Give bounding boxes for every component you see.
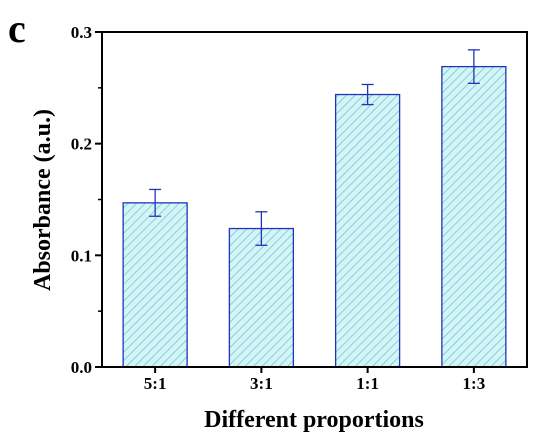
y-tick-label: 0.1 bbox=[71, 246, 92, 265]
y-tick-label: 0.0 bbox=[71, 358, 92, 377]
x-tick-label: 1:1 bbox=[356, 374, 379, 393]
panel-label: c bbox=[8, 6, 26, 51]
bars-group bbox=[122, 65, 507, 368]
x-axis-title: Different proportions bbox=[204, 407, 424, 433]
x-tick-label: 5:1 bbox=[144, 374, 167, 393]
x-tick-label: 1:3 bbox=[463, 374, 486, 393]
x-axis-ticks: 5:1 3:1 1:1 1:3 bbox=[144, 367, 485, 393]
x-tick-label: 3:1 bbox=[250, 374, 273, 393]
y-axis-ticks: 0.0 0.1 0.2 0.3 bbox=[71, 23, 102, 377]
error-bars-group bbox=[149, 49, 480, 246]
bar-5-1 bbox=[122, 202, 188, 368]
y-tick-label: 0.3 bbox=[71, 23, 92, 42]
y-tick-label: 0.2 bbox=[71, 135, 92, 154]
bar-1-1 bbox=[334, 93, 401, 368]
bar-1-3 bbox=[441, 65, 507, 368]
y-axis-title: Absorbance (a.u.) bbox=[30, 109, 56, 291]
bar-3-1 bbox=[228, 227, 295, 368]
